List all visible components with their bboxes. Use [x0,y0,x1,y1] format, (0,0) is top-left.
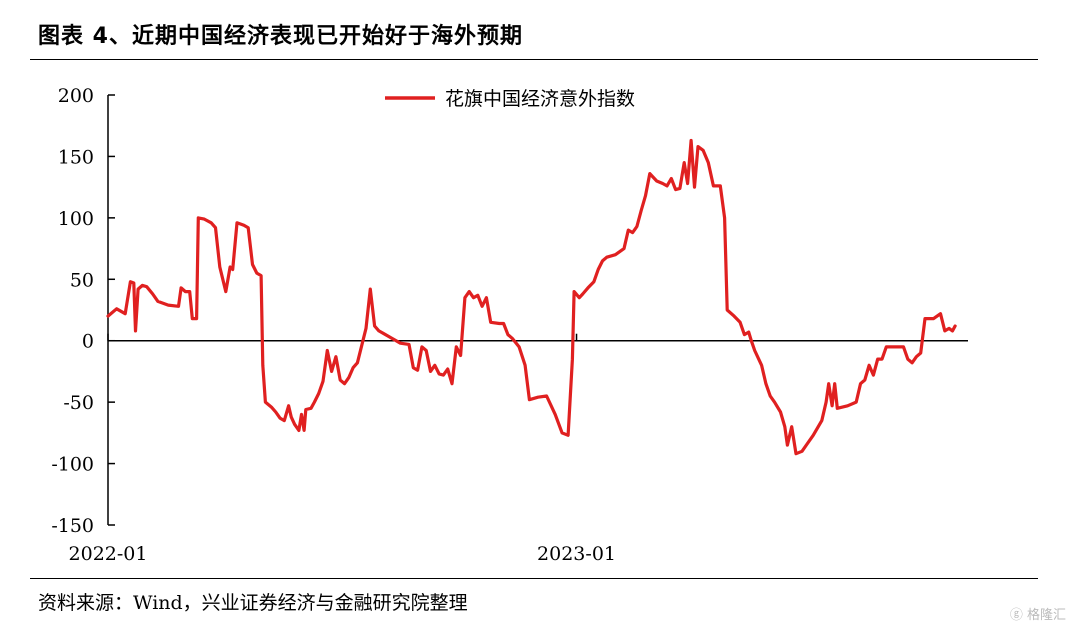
title-rule [30,59,1038,60]
y-tick-label: 200 [58,85,94,107]
source-note: 资料来源：Wind，兴业证券经济与金融研究院整理 [38,592,468,614]
y-tick-label: 50 [70,269,94,291]
series-line [106,138,957,456]
source-rule [30,578,1038,579]
legend-label: 花旗中国经济意外指数 [445,88,635,110]
watermark-logo: ⓖ 格隆汇 [1010,604,1066,623]
x-tick-label: 2022-01 [69,543,148,565]
y-tick-label: 150 [58,146,94,168]
y-tick-label: 100 [58,208,94,230]
watermark-text: 格隆汇 [1026,608,1066,623]
figure-title: 图表 4、近期中国经济表现已开始好于海外预期 [38,24,523,49]
watermark-icon: ⓖ [1009,608,1023,623]
y-tick-label: 0 [82,331,94,353]
y-tick-label: -50 [63,392,94,414]
x-tick-label: 2023-01 [537,543,616,565]
y-tick-label: -100 [51,454,94,476]
y-tick-label: -150 [51,515,94,537]
